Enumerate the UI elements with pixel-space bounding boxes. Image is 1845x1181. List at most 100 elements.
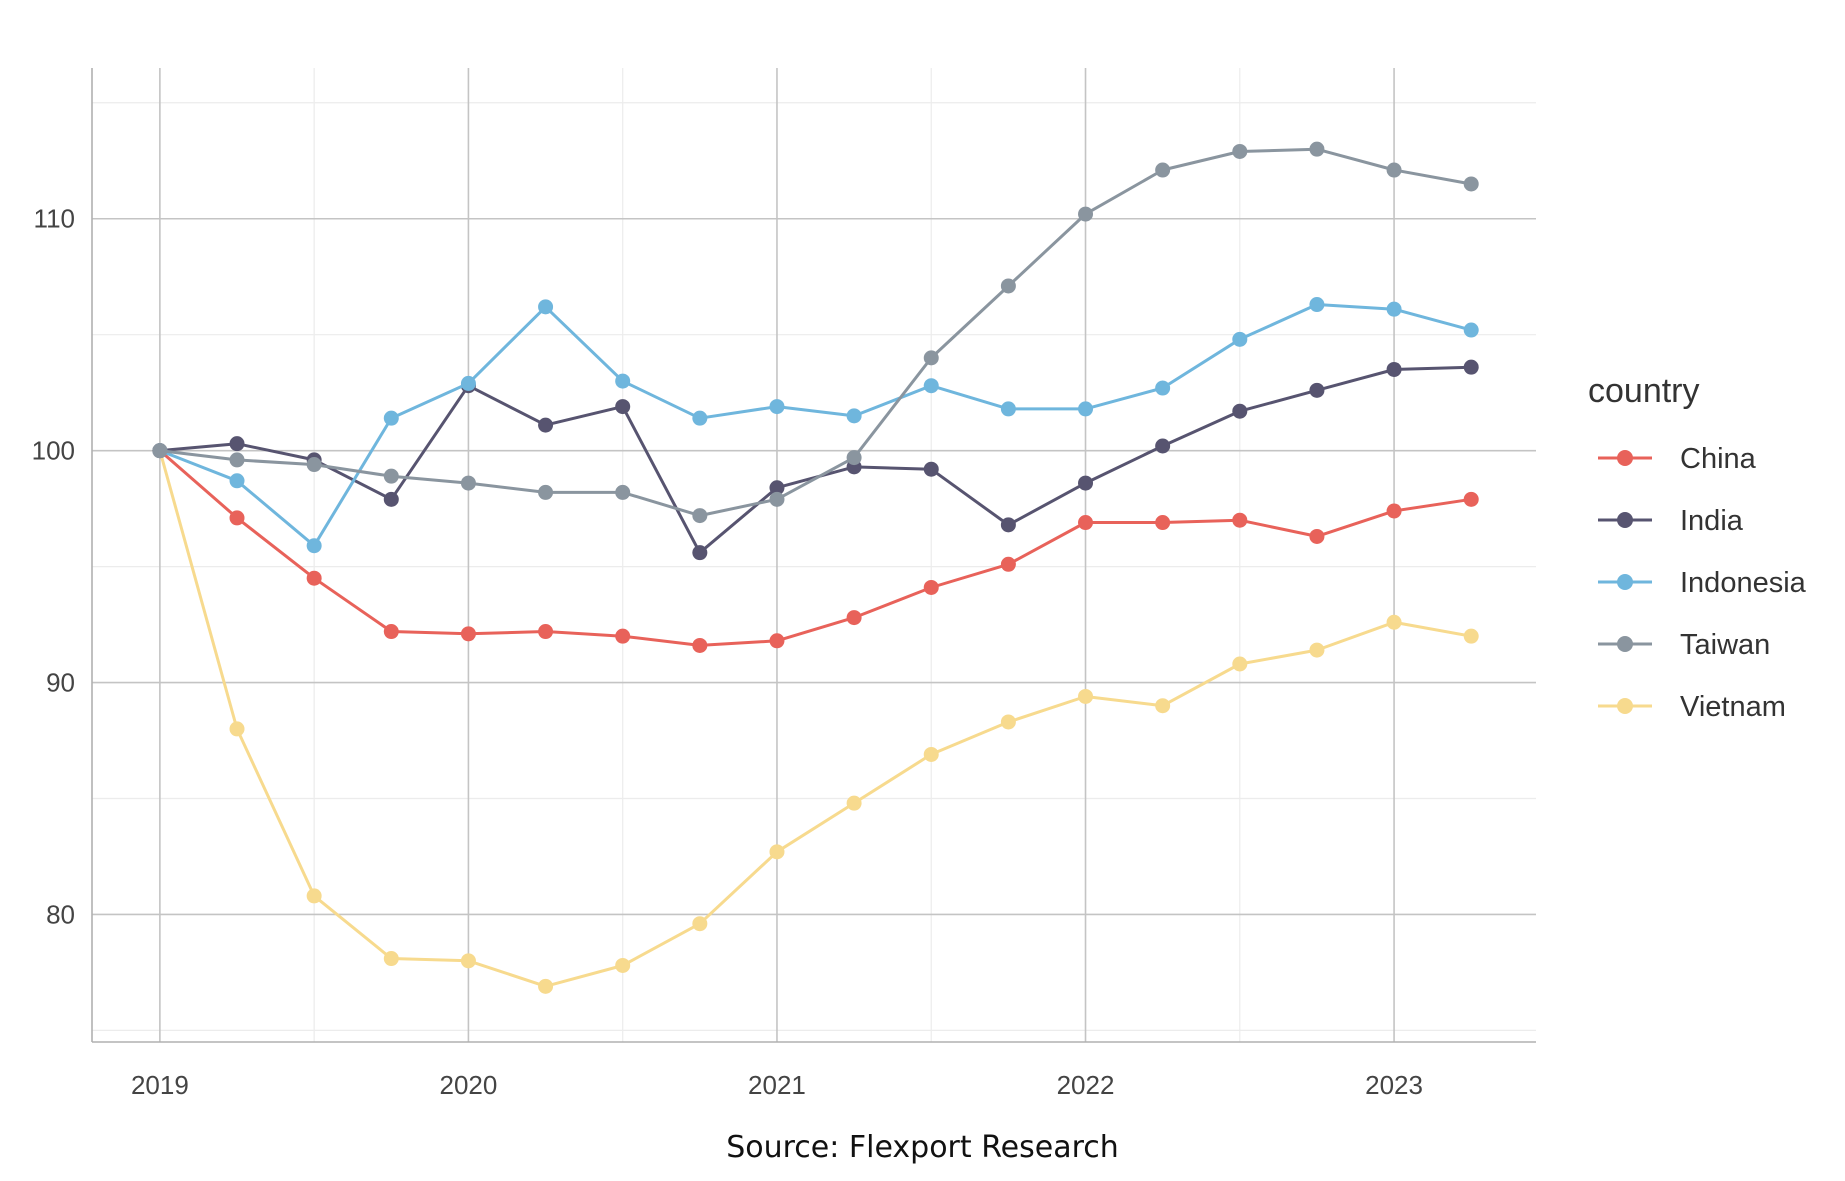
series-line-china <box>158 449 1472 647</box>
y-tick-label: 110 <box>34 204 75 234</box>
data-point-taiwan <box>846 450 862 466</box>
legend-marker-india <box>1617 512 1633 528</box>
data-point-indonesia <box>1000 401 1016 417</box>
legend-marker-vietnam <box>1617 698 1633 714</box>
data-point-indonesia <box>229 473 245 489</box>
data-point-china <box>1386 503 1402 519</box>
data-point-vietnam <box>1386 614 1402 630</box>
series-line-indonesia <box>159 303 1472 548</box>
data-point-china <box>383 624 399 640</box>
data-point-vietnam <box>1309 642 1325 658</box>
y-tick-label: 90 <box>46 668 75 698</box>
data-point-vietnam <box>1232 656 1248 672</box>
data-point-vietnam <box>538 978 554 994</box>
data-point-indonesia <box>460 375 476 391</box>
data-point-india <box>229 436 245 452</box>
data-point-india <box>1000 517 1016 533</box>
data-point-china <box>692 637 708 653</box>
legend-label-china: China <box>1680 443 1757 475</box>
data-point-indonesia <box>1309 297 1325 313</box>
data-point-india <box>1309 382 1325 398</box>
series-line-taiwan <box>159 147 1472 518</box>
data-point-taiwan <box>383 468 399 484</box>
data-point-vietnam <box>306 888 322 904</box>
data-point-india <box>1463 359 1479 375</box>
data-point-india <box>383 491 399 507</box>
data-point-taiwan <box>152 443 168 459</box>
data-point-taiwan <box>538 484 554 500</box>
data-point-taiwan <box>769 491 785 507</box>
data-point-india <box>538 417 554 433</box>
legend-label-india: India <box>1680 505 1744 537</box>
data-point-china <box>538 624 554 640</box>
legend-label-indonesia: Indonesia <box>1680 567 1807 599</box>
data-point-indonesia <box>306 538 322 554</box>
data-point-china <box>846 610 862 626</box>
series-layer <box>152 141 1479 994</box>
legend-marker-china <box>1617 450 1633 466</box>
data-point-taiwan <box>1386 162 1402 178</box>
data-point-taiwan <box>1155 162 1171 178</box>
data-point-indonesia <box>538 299 554 315</box>
data-point-taiwan <box>1000 278 1016 294</box>
data-point-china <box>306 570 322 586</box>
data-point-indonesia <box>1155 380 1171 396</box>
grid-layer <box>92 68 1536 1042</box>
data-point-indonesia <box>383 410 399 426</box>
data-point-vietnam <box>692 916 708 932</box>
data-point-china <box>1232 512 1248 528</box>
data-point-vietnam <box>460 953 476 969</box>
x-tick-label: 2022 <box>1057 1070 1115 1100</box>
legend-item-india: India <box>1598 505 1744 537</box>
x-tick-label: 2021 <box>748 1070 806 1100</box>
data-point-china <box>1463 491 1479 507</box>
legend-marker-taiwan <box>1617 636 1633 652</box>
data-point-indonesia <box>923 378 939 394</box>
series-taiwan <box>152 141 1479 524</box>
data-point-india <box>1155 438 1171 454</box>
data-point-china <box>769 633 785 649</box>
y-tick-label: 80 <box>46 899 75 929</box>
data-point-china <box>1000 556 1016 572</box>
data-point-vietnam <box>769 844 785 860</box>
data-point-taiwan <box>1463 176 1479 192</box>
series-vietnam <box>152 443 1479 994</box>
data-point-taiwan <box>460 475 476 491</box>
legend-item-china: China <box>1598 443 1757 475</box>
data-point-vietnam <box>1078 688 1094 704</box>
legend-item-taiwan: Taiwan <box>1598 629 1770 661</box>
data-point-vietnam <box>1155 698 1171 714</box>
data-point-china <box>615 628 631 644</box>
data-point-china <box>923 579 939 595</box>
data-point-vietnam <box>383 951 399 967</box>
data-point-indonesia <box>1386 301 1402 317</box>
data-point-india <box>1078 475 1094 491</box>
data-point-taiwan <box>306 457 322 473</box>
tick-label-layer: 2019 2020 2021 2022 2023 80 90 100 110 <box>32 204 1423 1100</box>
data-point-india <box>1386 361 1402 377</box>
data-point-vietnam <box>1000 714 1016 730</box>
data-point-indonesia <box>1463 322 1479 338</box>
data-point-taiwan <box>1309 141 1325 157</box>
legend-label-taiwan: Taiwan <box>1680 629 1770 661</box>
data-point-india <box>1232 403 1248 419</box>
data-point-indonesia <box>846 408 862 424</box>
series-line-vietnam <box>158 450 1472 988</box>
x-tick-label: 2023 <box>1365 1070 1423 1100</box>
legend-label-vietnam: Vietnam <box>1680 691 1786 723</box>
axis-layer <box>91 68 1536 1043</box>
data-point-india <box>769 480 785 496</box>
data-point-vietnam <box>846 795 862 811</box>
data-point-taiwan <box>1232 143 1248 159</box>
data-point-china <box>1155 515 1171 531</box>
data-point-indonesia <box>615 373 631 389</box>
data-point-taiwan <box>923 350 939 366</box>
data-point-taiwan <box>692 508 708 524</box>
data-point-china <box>460 626 476 642</box>
x-tick-label: 2019 <box>131 1070 189 1100</box>
series-line-india <box>159 365 1472 555</box>
series-china <box>152 443 1479 653</box>
data-point-india <box>615 399 631 415</box>
data-point-indonesia <box>769 399 785 415</box>
data-point-indonesia <box>692 410 708 426</box>
